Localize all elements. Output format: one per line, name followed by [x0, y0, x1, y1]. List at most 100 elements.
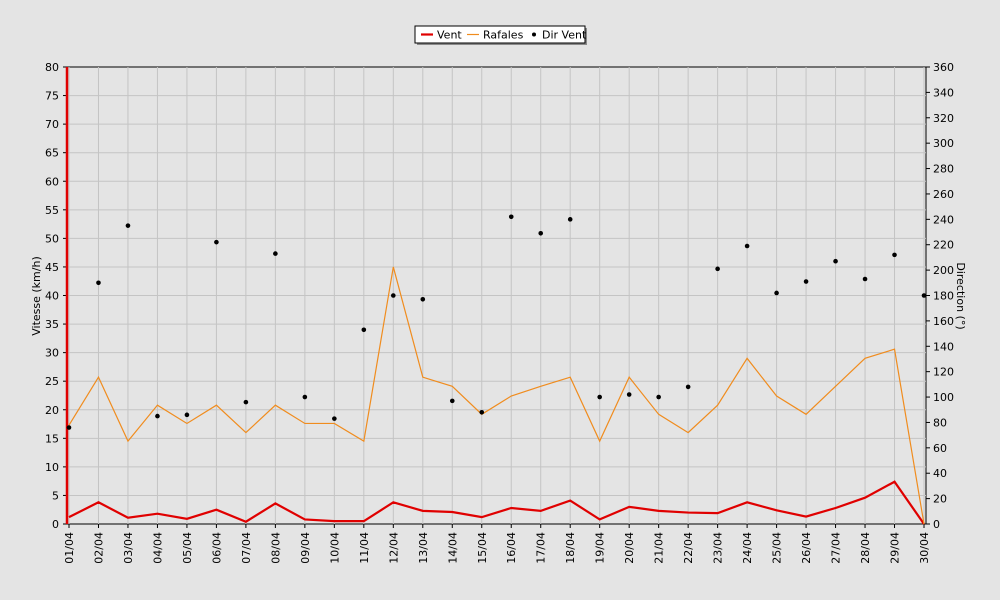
left-axis-ticks: 0 5 10 15 20 25 30 35 40 45 50 55 60 65 70 75 80 [45, 61, 67, 531]
x-tick-label: 03/04 [122, 532, 135, 564]
series-point-dir-vent [538, 230, 544, 236]
series-point-dir-vent [420, 297, 426, 302]
series-point-dir-vent [892, 252, 897, 258]
x-tick-label: 27/04 [830, 532, 843, 564]
x-tick-label: 15/04 [476, 532, 489, 564]
x-tick-label: 14/04 [446, 532, 459, 564]
right-tick-label: 360 [933, 61, 954, 74]
x-tick-label: 06/04 [210, 532, 223, 564]
right-tick-label: 0 [933, 518, 940, 531]
x-tick-label: 26/04 [800, 532, 813, 564]
x-tick-label: 19/04 [594, 532, 607, 564]
left-tick-label: 35 [45, 318, 59, 331]
legend-label: Rafales [483, 29, 524, 42]
left-tick-label: 0 [52, 518, 59, 531]
right-axis-title: Direction (°) [954, 262, 967, 329]
left-tick-label: 40 [45, 290, 59, 303]
right-tick-label: 260 [933, 188, 954, 201]
x-tick-label: 13/04 [417, 532, 430, 564]
right-tick-label: 140 [933, 340, 954, 353]
series-point-dir-vent [66, 425, 72, 430]
x-tick-label: 04/04 [151, 532, 164, 564]
right-tick-label: 200 [933, 264, 954, 277]
legend-label: Vent [437, 29, 462, 42]
right-tick-label: 120 [933, 366, 954, 379]
right-tick-label: 80 [933, 416, 947, 429]
x-tick-label: 01/04 [63, 532, 76, 564]
x-tick-label: 30/04 [918, 532, 931, 564]
left-tick-label: 15 [45, 432, 59, 445]
left-tick-label: 25 [45, 375, 59, 388]
series-point-dir-vent [96, 280, 101, 286]
series-point-dir-vent [449, 398, 455, 404]
series-point-dir-vent [332, 416, 337, 421]
x-tick-label: 16/04 [505, 532, 518, 564]
right-tick-label: 180 [933, 290, 954, 303]
legend-label: Dir Vent [542, 29, 587, 42]
series-point-dir-vent [361, 327, 367, 333]
right-tick-label: 340 [933, 86, 954, 99]
left-tick-label: 45 [45, 261, 59, 274]
x-tick-label: 18/04 [564, 532, 577, 564]
right-tick-label: 280 [933, 163, 954, 176]
series-point-dir-vent [685, 384, 691, 390]
x-tick-label: 09/04 [299, 532, 312, 564]
x-tick-label: 10/04 [328, 532, 341, 564]
series-point-dir-vent [508, 214, 514, 220]
x-tick-label: 23/04 [712, 532, 725, 564]
series-line-rafales [68, 266, 925, 525]
x-tick-label: 25/04 [771, 532, 784, 564]
grid [67, 67, 926, 524]
series-point-dir-vent [597, 394, 602, 400]
series-point-dir-vent [391, 293, 396, 298]
series-point-dir-vent [744, 243, 750, 249]
right-axis-ticks: 0 20 40 60 80 100 120 140 160 180 200 220 240 260 280 3… [926, 61, 954, 531]
right-tick-label: 240 [933, 213, 954, 226]
series-point-dir-vent [656, 394, 661, 400]
x-tick-label: 21/04 [653, 532, 666, 564]
legend-box [414, 25, 586, 44]
series-point-dir-vent [302, 394, 308, 400]
left-tick-label: 65 [45, 147, 59, 160]
series-point-dir-vent [921, 293, 927, 298]
right-tick-label: 100 [933, 391, 954, 404]
left-tick-label: 80 [45, 61, 59, 74]
series-line-vent [68, 480, 925, 525]
series-point-dir-vent [626, 392, 632, 397]
series-point-dir-vent [567, 217, 573, 222]
x-tick-label: 08/04 [269, 532, 282, 564]
series-point-dir-vent [243, 399, 249, 405]
series-point-dir-vent [479, 409, 485, 415]
left-tick-label: 70 [45, 118, 59, 131]
left-tick-label: 30 [45, 347, 59, 360]
x-tick-label: 28/04 [859, 532, 872, 564]
legend-swatch [532, 32, 536, 37]
series-point-dir-vent [803, 279, 809, 284]
right-tick-label: 20 [933, 493, 947, 506]
x-tick-label: 12/04 [387, 532, 400, 564]
series-point-dir-vent [155, 413, 160, 419]
series-point-dir-vent [125, 223, 131, 228]
series-point-dir-vent [214, 239, 219, 245]
series-point-dir-vent [273, 251, 278, 256]
left-tick-label: 55 [45, 204, 59, 217]
x-tick-label: 02/04 [92, 532, 105, 564]
right-tick-label: 300 [933, 137, 954, 150]
legend: Vent Rafales Dir Vent [414, 25, 587, 45]
right-tick-label: 320 [933, 112, 954, 125]
right-tick-label: 40 [933, 467, 947, 480]
x-tick-label: 05/04 [181, 532, 194, 564]
series-point-dir-vent [184, 412, 190, 418]
series-point-dir-vent [774, 290, 779, 296]
series-layer [65, 67, 927, 525]
left-tick-label: 75 [45, 90, 59, 103]
series-point-dir-vent [715, 266, 720, 272]
series-point-dir-vent [862, 276, 868, 282]
x-axis-ticks: 01/04 02/04 03/04 04/04 05/04 06/04 07/04 08/04… [63, 524, 931, 564]
x-tick-label: 24/04 [741, 532, 754, 564]
left-tick-label: 60 [45, 175, 59, 188]
x-tick-label: 11/04 [358, 532, 371, 564]
right-tick-label: 220 [933, 239, 954, 252]
x-tick-label: 29/04 [889, 532, 902, 564]
